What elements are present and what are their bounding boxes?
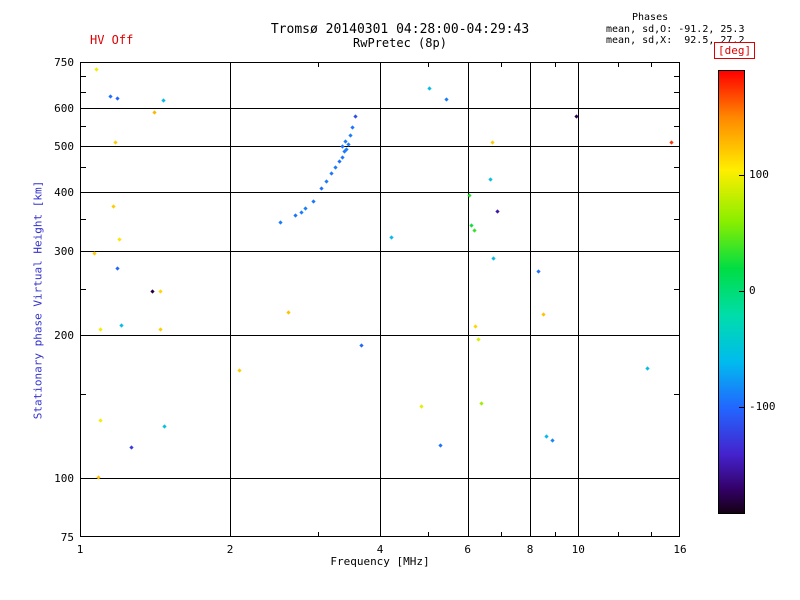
grid-line-vertical — [380, 62, 381, 537]
colorbar-label: [deg] — [714, 42, 756, 59]
x-tick-label: 6 — [464, 543, 472, 556]
x-tick-label: 1 — [76, 543, 84, 556]
grid-line-horizontal — [80, 334, 680, 336]
y-minor-tick — [674, 76, 679, 78]
x-minor-tick — [651, 532, 653, 537]
y-minor-tick — [81, 76, 86, 78]
x-minor-tick — [501, 532, 503, 537]
grid-line-horizontal — [80, 251, 680, 253]
grid-line-vertical — [578, 62, 580, 537]
y-minor-tick — [674, 167, 679, 169]
x-minor-tick — [555, 62, 557, 67]
y-minor-tick — [81, 125, 86, 127]
y-tick-label: 750 — [54, 56, 74, 69]
grid-line-vertical — [230, 62, 231, 537]
x-tick-label: 4 — [376, 543, 384, 556]
y-tick-label: 75 — [60, 531, 74, 544]
x-minor-tick — [428, 532, 430, 537]
grid-line-horizontal — [80, 108, 680, 110]
colorbar-tick — [739, 291, 744, 292]
y-minor-tick — [81, 167, 86, 169]
x-axis-title: Frequency [MHz] — [330, 555, 430, 568]
x-tick-label: 10 — [571, 543, 585, 556]
y-tick-label: 400 — [54, 185, 74, 199]
y-tick-label: 600 — [54, 102, 74, 116]
y-minor-tick — [674, 219, 679, 221]
plot-subtitle: RwPretec (8p) — [353, 36, 447, 50]
x-tick-label: 16 — [673, 543, 687, 556]
y-tick-label: 500 — [54, 139, 74, 153]
phases-label: Phases — [632, 12, 669, 23]
grid-line-horizontal — [80, 191, 680, 193]
hv-status-label: HV Off — [90, 33, 134, 47]
plot-title: Tromsø 20140301 04:28:00-04:29:43 — [270, 22, 530, 37]
phases-mean-x: mean, sd,X: 92.5, 27.2 — [606, 35, 745, 46]
y-minor-tick — [81, 219, 86, 221]
grid-line-horizontal — [80, 477, 680, 479]
y-minor-tick — [81, 394, 86, 395]
y-tick-label: 200 — [54, 328, 74, 342]
grid-line-vertical — [467, 62, 469, 537]
y-tick-label: 300 — [54, 245, 74, 259]
colorbar-tick-label: 0 — [749, 284, 756, 297]
y-minor-tick — [674, 394, 679, 395]
colorbar-tick — [739, 174, 744, 176]
phases-mean-o: mean, sd,O: -91.2, 25.3 — [606, 23, 745, 35]
x-minor-tick — [428, 62, 430, 67]
data-point — [549, 437, 555, 443]
x-minor-tick — [501, 62, 503, 67]
colorbar-tick-label: -100 — [749, 400, 776, 414]
x-minor-tick — [317, 62, 319, 67]
y-minor-tick — [81, 288, 86, 290]
grid-line-vertical — [530, 62, 531, 537]
grid-line-horizontal — [80, 145, 680, 147]
y-minor-tick — [81, 91, 86, 93]
phases-block: Phases mean, sd,O: -91.2, 25.3 mean, sd,… — [606, 12, 744, 47]
y-minor-tick — [674, 125, 679, 127]
colorbar — [718, 70, 745, 514]
colorbar-tick — [739, 407, 744, 409]
x-tick-label: 2 — [226, 543, 234, 556]
x-tick-label: 8 — [526, 543, 534, 556]
x-minor-tick — [617, 62, 619, 67]
x-minor-tick — [617, 532, 619, 537]
x-minor-tick — [555, 532, 557, 537]
x-minor-tick — [651, 62, 653, 67]
y-minor-tick — [674, 288, 679, 290]
y-axis-title: Stationary phase Virtual Height [km] — [31, 180, 45, 420]
y-tick-label: 100 — [54, 471, 74, 485]
x-minor-tick — [317, 532, 319, 537]
colorbar-tick-label: 100 — [749, 167, 769, 181]
y-minor-tick — [674, 91, 679, 93]
